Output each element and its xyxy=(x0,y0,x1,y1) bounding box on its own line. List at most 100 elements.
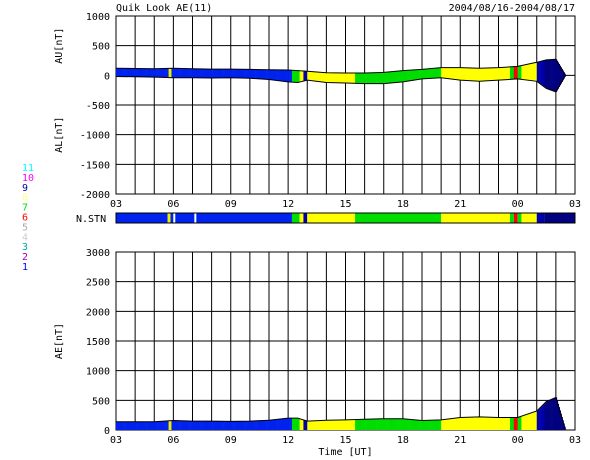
au-al-area-strip xyxy=(225,69,228,78)
au-al-area-strip xyxy=(281,69,283,82)
ae-area-strip xyxy=(253,420,255,430)
station-bar-segment xyxy=(175,213,195,223)
ae-area-strip xyxy=(417,420,419,430)
au-al-area-strip xyxy=(551,59,553,91)
ae-area-strip xyxy=(507,417,509,430)
ae-area-strip xyxy=(196,421,198,430)
au-al-xtick-label: 12 xyxy=(282,199,294,210)
ae-area-strip xyxy=(192,421,194,430)
ae-area-strip xyxy=(451,418,453,430)
ae-xtick-label: 03 xyxy=(110,435,122,446)
au-al-area-strip xyxy=(334,72,337,83)
ae-area-strip xyxy=(265,420,267,430)
au-al-area-strip xyxy=(561,68,563,82)
ae-area-strip xyxy=(529,413,531,430)
ae-ytick-label: 1500 xyxy=(86,337,110,348)
au-al-area-strip xyxy=(500,67,502,80)
au-al-area-strip xyxy=(167,68,169,78)
au-al-area-strip xyxy=(240,69,242,79)
ae-area-strip xyxy=(165,420,167,430)
ae-area-strip xyxy=(225,421,227,430)
au-al-area-strip xyxy=(465,67,467,81)
ae-area-strip xyxy=(149,421,151,430)
au-al-area-strip xyxy=(542,60,544,86)
ae-area-strip xyxy=(482,417,484,430)
ae-area-strip xyxy=(422,420,424,430)
ae-area-strip xyxy=(200,421,202,430)
ae-xtick-label: 12 xyxy=(282,435,294,446)
legend-entry-6: 6 xyxy=(22,213,28,224)
ae-area-strip xyxy=(263,420,265,430)
ae-area-strip xyxy=(216,421,218,430)
au-al-area-strip xyxy=(484,68,486,81)
ae-area-strip xyxy=(548,400,550,430)
au-al-area-strip xyxy=(199,68,201,78)
ae-area-strip xyxy=(487,417,489,430)
ae-ytick-label: 1000 xyxy=(86,367,110,378)
ae-area-strip xyxy=(561,416,563,430)
ae-area-strip xyxy=(314,420,317,430)
ae-area-strip xyxy=(456,418,458,430)
au-al-area-strip xyxy=(287,69,289,82)
ae-area-strip xyxy=(489,417,492,430)
ae-area-strip xyxy=(132,421,134,430)
au-al-area-strip xyxy=(272,69,275,80)
ae-area-strip xyxy=(400,418,402,430)
au-al-area-strip xyxy=(229,69,232,78)
au-al-area-strip xyxy=(182,68,185,78)
ae-area-strip xyxy=(395,418,397,430)
ae-area-strip xyxy=(382,418,385,430)
au-al-area-strip xyxy=(429,68,431,79)
ae-area-strip xyxy=(209,421,211,430)
au-al-area-strip xyxy=(330,72,332,83)
ae-area-strip xyxy=(344,419,346,430)
au-al-area-strip xyxy=(197,68,199,78)
au-al-area-strip xyxy=(311,71,313,81)
au-al-area-strip xyxy=(388,71,390,84)
au-al-area-strip xyxy=(334,72,336,83)
ae-area-strip xyxy=(442,419,444,430)
au-al-area-strip xyxy=(162,68,165,78)
au-al-area-strip xyxy=(547,59,549,89)
au-al-area-strip xyxy=(371,72,373,84)
ae-area-strip xyxy=(553,398,555,430)
au-al-area-strip xyxy=(552,59,554,91)
ae-area-strip xyxy=(546,401,548,430)
au-al-ytick-label: 1000 xyxy=(86,12,110,23)
ae-ytick-label: 2000 xyxy=(86,307,110,318)
au-al-xtick-label: 03 xyxy=(569,199,581,210)
ae-area-strip xyxy=(401,418,404,430)
au-al-area-strip xyxy=(366,72,368,84)
au-al-area-strip xyxy=(335,72,338,83)
ae-area-strip xyxy=(258,420,260,430)
au-al-area-strip xyxy=(324,72,326,83)
au-al-area-strip xyxy=(393,71,395,83)
au-al-area-strip xyxy=(473,68,475,81)
au-al-area-strip xyxy=(255,69,257,79)
ae-area-strip xyxy=(367,419,369,430)
au-al-area-strip xyxy=(451,67,453,80)
ae-area-strip xyxy=(556,400,559,430)
ae-area-strip xyxy=(227,421,230,430)
ae-area-strip xyxy=(444,419,447,430)
ae-area-strip xyxy=(419,420,421,430)
ae-area-strip xyxy=(152,421,154,430)
au-al-area-strip xyxy=(207,69,210,78)
ae-area-strip xyxy=(311,420,313,430)
ae-area-strip xyxy=(452,418,454,430)
au-al-area-strip xyxy=(540,61,542,85)
au-al-area-strip xyxy=(419,69,421,80)
ae-area-strip xyxy=(349,419,351,430)
ae-area-strip xyxy=(226,421,229,430)
ae-area-strip xyxy=(315,420,318,430)
au-al-area-strip xyxy=(530,63,532,81)
au-al-area-strip xyxy=(282,69,284,82)
ae-xtick-label: 00 xyxy=(512,435,524,446)
ae-area-strip xyxy=(287,418,289,430)
au-al-area-strip xyxy=(430,68,432,79)
station-bar-segment xyxy=(513,213,518,223)
ae-area-strip xyxy=(299,418,301,430)
ae-area-strip xyxy=(437,420,439,430)
ae-area-strip xyxy=(350,419,352,430)
au-al-area-strip xyxy=(314,71,317,82)
